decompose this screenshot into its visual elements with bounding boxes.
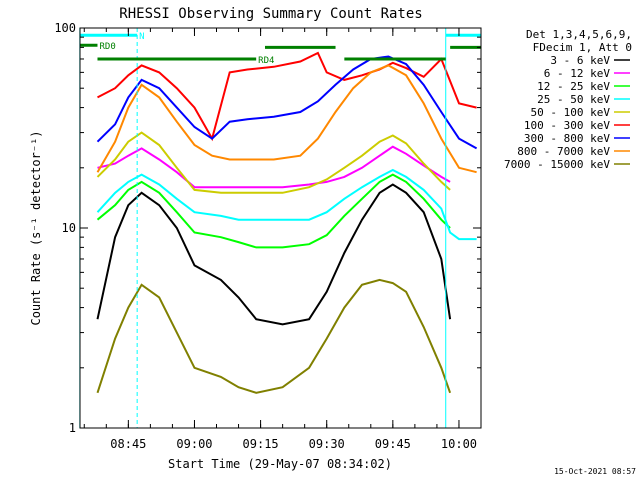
- series-layer: [96, 51, 478, 394]
- legend-label-300-800-kev: 300 - 800 keV: [524, 132, 610, 145]
- series-line-25-50-kev: [96, 168, 477, 241]
- x-tick-label: 09:00: [176, 437, 212, 451]
- legend-label-50-100-kev: 50 - 100 keV: [531, 106, 611, 119]
- y-tick-label: 1: [69, 421, 76, 435]
- x-axis-label: Start Time (29-May-07 08:34:02): [168, 457, 392, 471]
- series-line-800-7000-kev: [96, 64, 477, 174]
- series-line-6-12-kev: [97, 145, 451, 189]
- x-tick-label: 09:45: [375, 437, 411, 451]
- legend-label-12-25-kev: 12 - 25 keV: [537, 80, 610, 93]
- legend-label-25-50-kev: 25 - 50 keV: [537, 93, 610, 106]
- legend-label-3-6-kev: 3 - 6 keV: [550, 54, 610, 67]
- series-line-3-6-kev: [96, 183, 452, 326]
- x-tick-label: 09:30: [309, 437, 345, 451]
- annotation-label-rd0: RD0: [99, 42, 115, 52]
- series-line-7000-15000-kev: [96, 278, 452, 394]
- legend-label-800-7000-kev: 800 - 7000 keV: [517, 145, 610, 158]
- x-tick-label: 10:00: [441, 437, 477, 451]
- legend-label-7000-15000-kev: 7000 - 15000 keV: [504, 158, 610, 171]
- footer-timestamp: 15-Oct-2021 08:57: [554, 467, 636, 476]
- x-tick-label: 08:45: [110, 437, 146, 451]
- legend: Det 1,3,4,5,6,9,FDecim 1, Att 03 - 6 keV…: [504, 28, 632, 171]
- legend-header-line-0: Det 1,3,4,5,6,9,: [526, 28, 632, 41]
- y-tick-label: 10: [62, 221, 76, 235]
- series-line-50-100-kev: [96, 131, 451, 194]
- series-line-300-800-kev: [96, 55, 478, 150]
- series-line-12-25-kev: [96, 173, 451, 249]
- y-axis-label: Count Rate (s⁻¹ detector⁻¹): [29, 130, 43, 325]
- y-tick-label: 100: [54, 21, 76, 35]
- legend-header-line-1: FDecim 1, Att 0: [533, 41, 632, 54]
- x-tick-label: 09:15: [243, 437, 279, 451]
- chart-title: RHESSI Observing Summary Count Rates: [119, 6, 422, 22]
- annotation-label-n: N: [139, 32, 144, 42]
- legend-label-6-12-kev: 6 - 12 keV: [544, 67, 611, 80]
- annotation-label-rd4: RD4: [258, 56, 274, 66]
- legend-label-100-300-kev: 100 - 300 keV: [524, 119, 610, 132]
- axis-layer: 08:45 09:00 09:15 09:30 09:45 10:00 1 10 100: [54, 21, 482, 451]
